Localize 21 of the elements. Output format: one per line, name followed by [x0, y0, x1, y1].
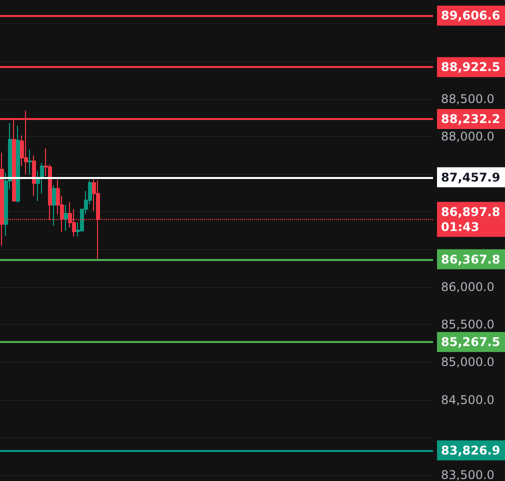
ref-line-label: 88,922.5: [441, 60, 500, 74]
y-tick-label: 83,500.0: [441, 468, 494, 481]
ref-line-label: 87,457.9: [441, 170, 500, 184]
y-tick-label: 85,000.0: [441, 355, 494, 370]
ref-line-label: 86,897.8: [441, 204, 500, 219]
ref-line-label: 85,267.5: [441, 335, 500, 350]
y-tick-label: 86,000.0: [441, 280, 494, 294]
candlestick: [28, 148, 32, 175]
text: 01:43: [441, 220, 480, 234]
ref-line-label: 88,232.2: [441, 112, 500, 126]
y-tick-label: 84,500.0: [441, 392, 494, 407]
y-tick-label: 88,500.0: [441, 92, 494, 106]
ref-line-label: 83,826.9: [441, 443, 500, 458]
candlestick: [16, 125, 20, 204]
candlestick: [32, 154, 36, 196]
ref-line-label: 86,367.8: [441, 252, 500, 266]
y-tick-label: 88,000.0: [441, 130, 494, 144]
ref-line-label: 89,606.6: [441, 8, 500, 23]
candlestick: [64, 204, 68, 232]
candlestick: [52, 184, 56, 226]
y-tick-label: 85,500.0: [441, 318, 494, 332]
